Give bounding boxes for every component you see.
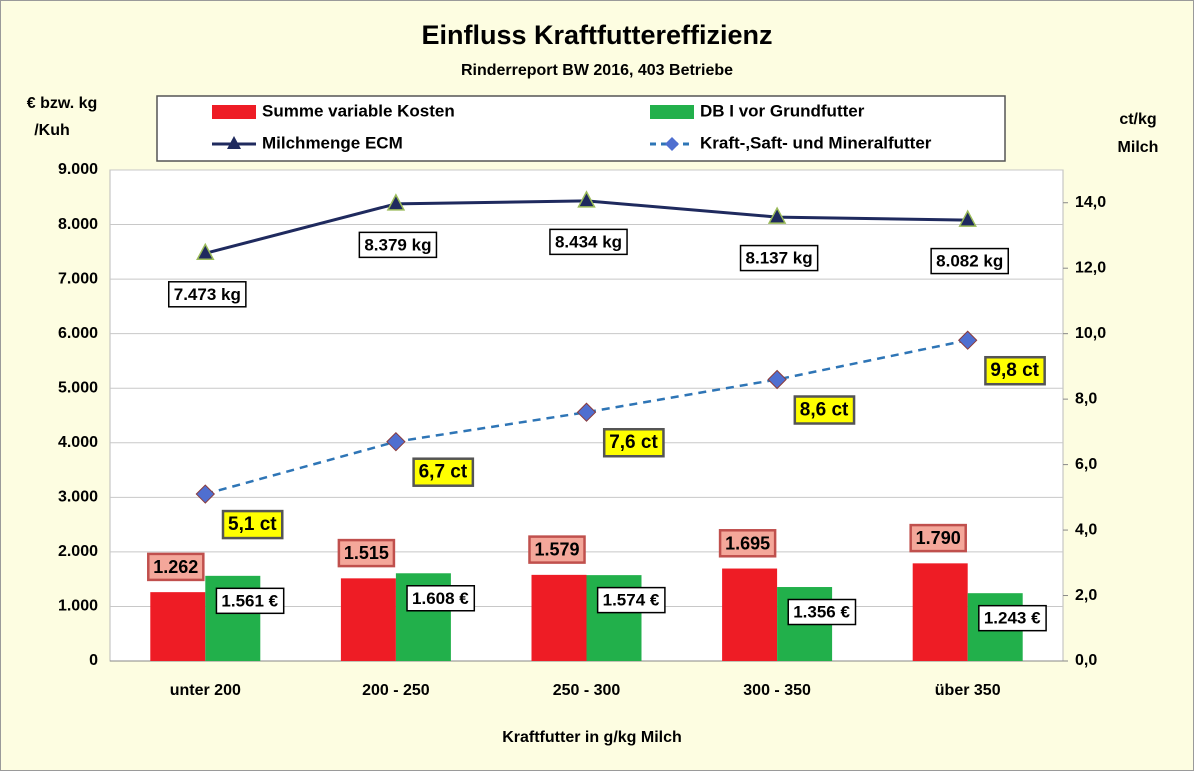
y-tick-label: 6.000	[58, 325, 98, 342]
bar	[722, 568, 778, 661]
x-tick-label: 200 - 250	[362, 682, 430, 699]
y-tick-label: 8.000	[58, 216, 98, 233]
legend-swatch	[650, 105, 694, 119]
data-label: 8.137 kg	[746, 249, 813, 268]
data-label-box	[930, 247, 1010, 275]
y-tick-label: 2.000	[58, 543, 98, 560]
data-label: 5,1 ct	[228, 514, 277, 535]
bar	[340, 578, 396, 661]
data-label: 7,6 ct	[609, 432, 658, 453]
data-label-box	[596, 586, 666, 614]
data-label: 1.790	[916, 528, 961, 548]
legend-label: Milchmenge ECM	[262, 133, 403, 152]
data-label: 6,7 ct	[419, 462, 468, 483]
data-label-box	[221, 509, 284, 540]
chart-title: Einfluss Kraftfuttereffizienz	[421, 20, 772, 50]
data-label: 1.243 €	[984, 609, 1041, 628]
y-tick-label: 4.000	[58, 434, 98, 451]
legend-label: Summe variable Kosten	[262, 101, 455, 120]
y2-tick-label: 2,0	[1075, 587, 1097, 604]
y2-tick-label: 14,0	[1075, 194, 1106, 211]
data-label: 8.434 kg	[555, 232, 622, 251]
y-tick-label: 0	[89, 652, 98, 669]
data-label-box	[718, 529, 777, 558]
y2-axis-label: Milch	[1118, 139, 1159, 156]
data-label-box	[358, 231, 438, 259]
data-label-box	[978, 604, 1047, 632]
x-tick-label: 300 - 350	[743, 682, 811, 699]
data-label-box	[147, 552, 205, 582]
data-label-box	[167, 281, 247, 308]
data-label: 8,6 ct	[800, 400, 849, 421]
x-axis-label: Kraftfutter in g/kg Milch	[502, 729, 682, 746]
legend-marker	[665, 137, 679, 151]
y2-tick-label: 6,0	[1075, 456, 1097, 473]
x-tick-label: unter 200	[170, 682, 241, 699]
data-label: 8.379 kg	[364, 235, 431, 254]
legend-label: DB I vor Grundfutter	[700, 101, 865, 120]
y-tick-label: 1.000	[58, 598, 98, 615]
y-tick-label: 3.000	[58, 489, 98, 506]
bar	[912, 563, 968, 661]
y-axis-label: /Kuh	[34, 122, 70, 139]
data-label: 1.695	[725, 533, 770, 553]
legend-marker	[227, 136, 241, 149]
marker	[576, 402, 597, 422]
data-label: 1.515	[344, 543, 389, 563]
data-label-box	[984, 355, 1046, 386]
marker	[767, 369, 787, 390]
data-label: 1.574 €	[603, 591, 660, 610]
bar	[150, 592, 206, 661]
marker	[577, 190, 596, 208]
data-label: 1.608 €	[412, 589, 469, 608]
y-axis-label: € bzw. kg	[27, 95, 98, 112]
marker	[386, 193, 406, 211]
data-label: 1.579	[534, 540, 579, 560]
x-tick-label: 250 - 300	[553, 682, 621, 699]
data-label-box	[412, 457, 475, 487]
y-tick-label: 9.000	[58, 161, 98, 178]
marker	[767, 206, 787, 224]
y2-tick-label: 10,0	[1075, 325, 1106, 342]
y2-tick-label: 12,0	[1075, 259, 1106, 276]
y2-tick-label: 0,0	[1075, 652, 1097, 669]
data-label: 1.262	[153, 557, 198, 577]
y-tick-label: 5.000	[58, 379, 98, 396]
legend-box	[156, 95, 1006, 162]
y2-tick-label: 8,0	[1075, 390, 1097, 407]
data-label-box	[739, 244, 819, 272]
data-label-box	[337, 538, 396, 568]
data-label: 8.082 kg	[936, 252, 1003, 271]
marker	[386, 431, 406, 452]
data-label-box	[549, 228, 628, 256]
y2-tick-label: 4,0	[1075, 521, 1097, 538]
data-label-box	[909, 523, 967, 553]
marker	[957, 330, 978, 350]
marker	[195, 484, 216, 504]
chart-subtitle: Rinderreport BW 2016, 403 Betriebe	[461, 62, 733, 79]
bar	[531, 574, 587, 661]
data-label: 1.356 €	[793, 603, 850, 622]
data-label-box	[528, 535, 586, 564]
legend-label: Kraft-,Saft- und Mineralfutter	[700, 133, 932, 152]
y-tick-label: 7.000	[58, 270, 98, 287]
data-label: 9,8 ct	[990, 360, 1039, 381]
marker	[958, 209, 977, 227]
legend-swatch	[212, 105, 256, 119]
line	[204, 338, 968, 496]
data-label: 1.561 €	[221, 591, 278, 610]
marker	[196, 242, 215, 261]
data-label-box	[787, 598, 857, 626]
data-label-box	[793, 395, 856, 425]
data-label-box	[406, 585, 476, 612]
x-tick-label: über 350	[935, 682, 1001, 699]
data-label-box	[602, 427, 665, 458]
y2-axis-label: ct/kg	[1119, 111, 1156, 128]
data-label-box	[215, 587, 285, 615]
data-label: 7.473 kg	[174, 285, 241, 304]
